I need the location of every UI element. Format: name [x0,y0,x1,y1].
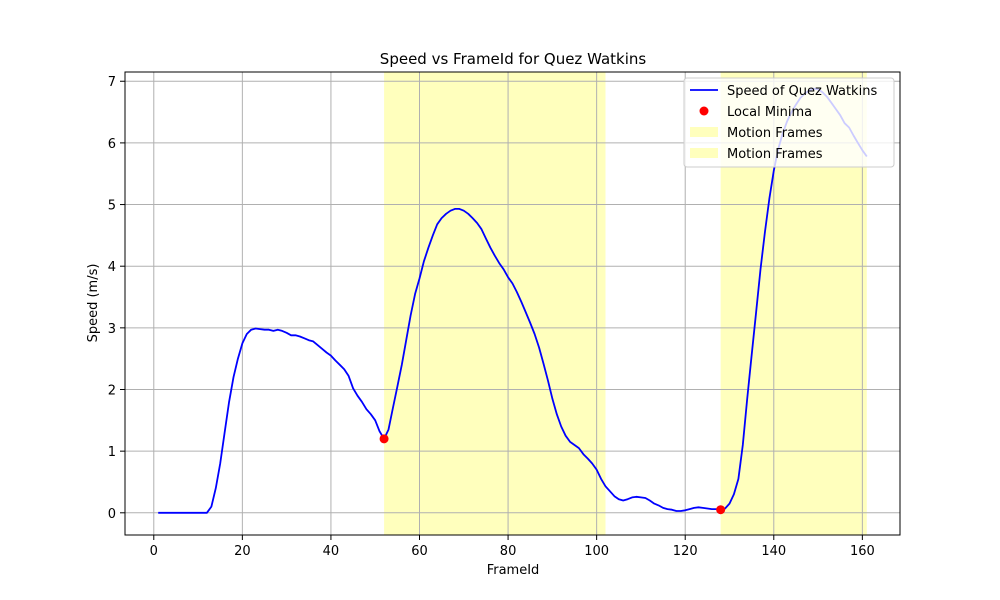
legend: Speed of Quez Watkins Local Minima Motion … [683,77,895,168]
x-tick-label: 160 [850,544,875,559]
motion-frames-span [384,72,606,535]
x-tick-label: 140 [761,544,786,559]
local-minimum-point [716,505,726,515]
x-tick-label: 120 [673,544,698,559]
legend-box [683,77,895,168]
y-axis-label: Speed (m/s) [86,264,101,343]
legend-patch-swatch [690,127,718,137]
plot-frame [124,71,901,536]
legend-marker-swatch [699,106,709,116]
legend-patch-swatch [690,148,718,158]
y-tick-label: 7 [108,75,116,90]
x-tick-label: 0 [150,544,158,559]
x-tick-label: 60 [411,544,428,559]
x-tick-label: 80 [500,544,517,559]
data-layer [158,87,868,515]
chart-title: Speed vs FrameId for Quez Watkins [380,50,647,68]
legend-label: Motion Frames [727,147,823,162]
y-tick-label: 0 [108,507,116,522]
legend-label: Speed of Quez Watkins [727,84,877,99]
legend-label: Local Minima [727,105,812,120]
local-minimum-point [379,434,389,444]
x-axis-label: FrameId [487,563,540,578]
y-tick-label: 6 [108,137,116,152]
y-tick-label: 1 [108,445,116,460]
legend-label: Motion Frames [727,126,823,141]
x-tick-label: 40 [323,544,340,559]
y-tick-label: 4 [108,260,116,275]
speed-line [158,87,868,514]
y-tick-label: 3 [108,322,116,337]
x-tick-label: 100 [584,544,609,559]
x-tick-label: 20 [234,544,251,559]
axes: 0 20 40 60 80 100 120 140 160 0 1 2 3 4 5 6 7 [108,71,901,559]
y-tick-label: 2 [108,384,116,399]
y-tick-label: 5 [108,199,116,214]
